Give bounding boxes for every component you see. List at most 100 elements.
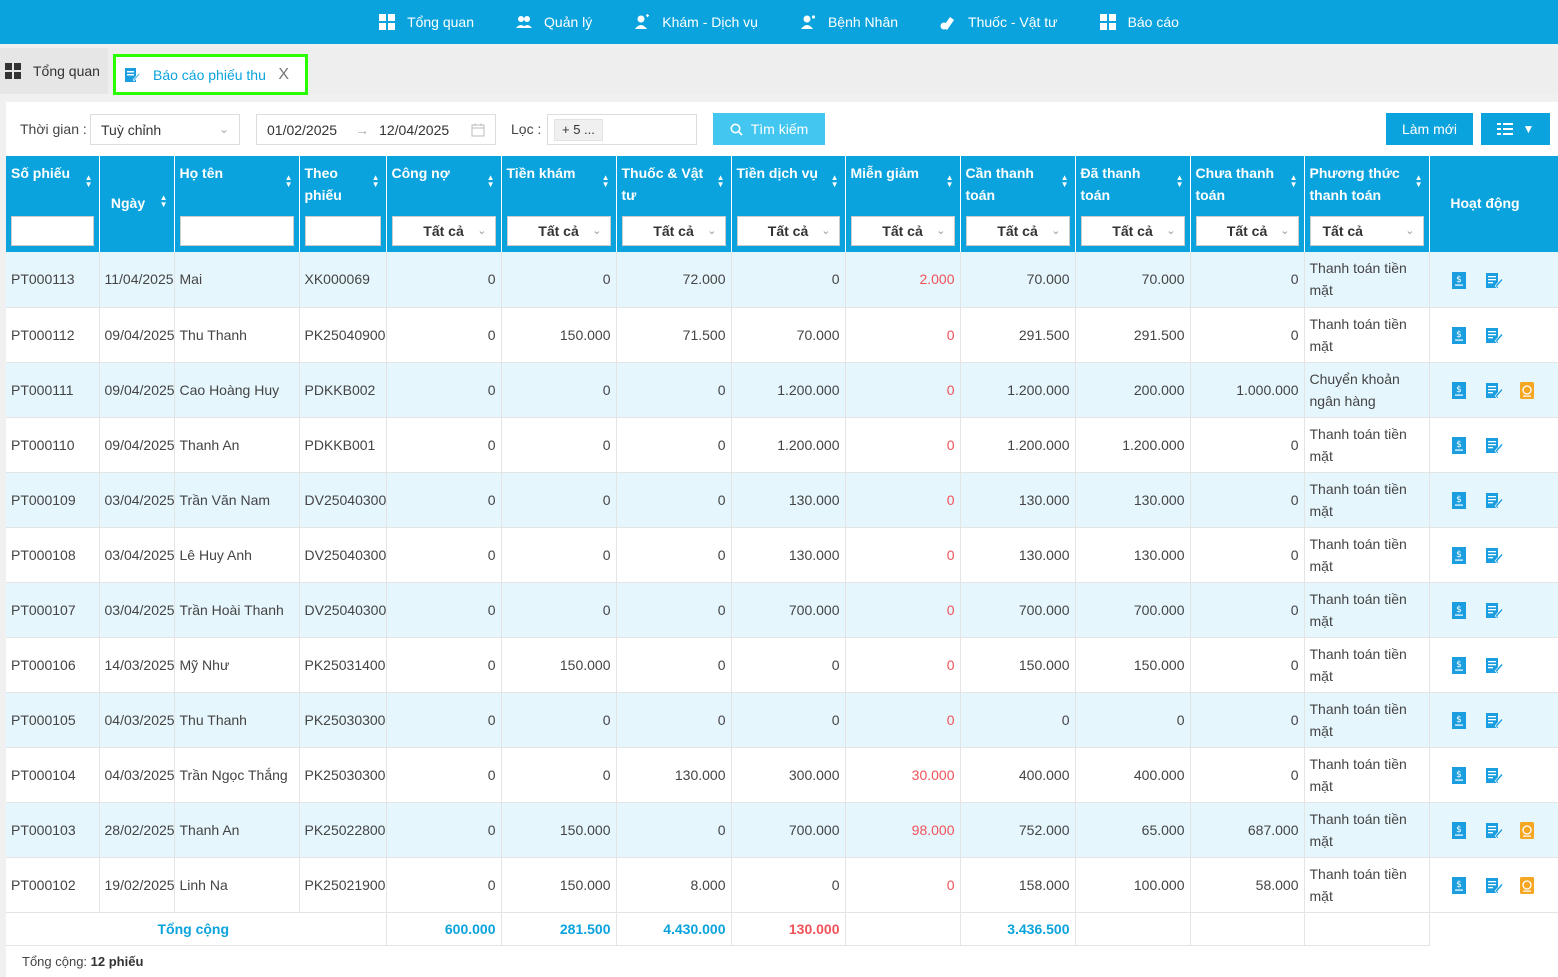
table-row[interactable]: PT000104 04/03/2025 Trần Ngọc Thắng PK25030…: [6, 747, 1558, 803]
edit-icon[interactable]: [1485, 547, 1503, 565]
collect-debt-icon[interactable]: [1519, 876, 1536, 895]
column-header-8[interactable]: Miễn giảm ▲ ▼ Tất cả ⌄: [845, 156, 961, 252]
nav-item-5[interactable]: Báo cáo: [1099, 14, 1179, 30]
close-tab-icon[interactable]: X: [278, 66, 289, 83]
refresh-button[interactable]: Làm mới: [1386, 113, 1473, 145]
column-filter-select[interactable]: Tất cả ⌄: [850, 216, 955, 246]
cell-discount: 0: [845, 582, 961, 638]
column-header-10[interactable]: Đã thanh toán ▲ ▼ Tất cả ⌄: [1075, 156, 1191, 252]
column-header-13[interactable]: Hoạt động: [1429, 156, 1558, 252]
payment-receipt-icon[interactable]: $: [1451, 821, 1468, 840]
column-header-7[interactable]: Tiền dịch vụ ▲ ▼ Tất cả ⌄: [731, 156, 846, 252]
payment-receipt-icon[interactable]: $: [1451, 876, 1468, 895]
table-row[interactable]: PT000110 09/04/2025 Thanh An PDKKB001 0 0 0 1.2…: [6, 417, 1558, 473]
column-filter-select[interactable]: Tất cả ⌄: [1309, 216, 1424, 246]
column-header-1[interactable]: Ngày ▲ ▼: [99, 156, 175, 252]
column-settings-button[interactable]: ▼: [1481, 113, 1550, 145]
table-row[interactable]: PT000107 03/04/2025 Trần Hoài Thanh DV25040…: [6, 582, 1558, 638]
payment-receipt-icon[interactable]: $: [1451, 711, 1468, 730]
date-range-picker[interactable]: 01/02/2025 → 12/04/2025: [256, 114, 496, 145]
payment-receipt-icon[interactable]: $: [1451, 491, 1468, 510]
table-row[interactable]: PT000105 04/03/2025 Thu Thanh PK250303001 0 0…: [6, 692, 1558, 748]
cell-id: PT000113: [6, 252, 100, 308]
column-filter-select[interactable]: Tất cả ⌄: [621, 216, 726, 246]
sort-icon[interactable]: ▲ ▼: [159, 193, 168, 209]
sort-icon[interactable]: ▲ ▼: [601, 173, 610, 189]
cell-discount: 0: [845, 362, 961, 418]
column-header-5[interactable]: Tiền khám ▲ ▼ Tất cả ⌄: [501, 156, 617, 252]
search-icon: [730, 123, 743, 136]
collect-debt-icon[interactable]: [1519, 821, 1536, 840]
cell-ref: PDKKB002: [299, 362, 387, 418]
table-row[interactable]: PT000106 14/03/2025 Mỹ Như PK250314001 0 150.…: [6, 637, 1558, 693]
payment-receipt-icon[interactable]: $: [1451, 656, 1468, 675]
column-filter-select[interactable]: Tất cả ⌄: [506, 216, 611, 246]
sort-icon[interactable]: ▲ ▼: [486, 173, 495, 189]
tab-receipt-report[interactable]: Báo cáo phiếu thu X: [113, 54, 308, 95]
column-filter-select[interactable]: Tất cả ⌄: [965, 216, 1070, 246]
column-header-6[interactable]: Thuốc & Vật tư ▲ ▼ Tất cả ⌄: [616, 156, 732, 252]
cell-id: PT000110: [6, 417, 100, 473]
search-button[interactable]: Tìm kiếm: [713, 113, 825, 145]
edit-icon[interactable]: [1485, 767, 1503, 785]
payment-receipt-icon[interactable]: $: [1451, 546, 1468, 565]
column-header-2[interactable]: Họ tên ▲ ▼: [174, 156, 300, 252]
sort-icon[interactable]: ▲ ▼: [371, 173, 380, 189]
edit-icon[interactable]: [1485, 382, 1503, 400]
column-filter-select[interactable]: Tất cả ⌄: [1080, 216, 1185, 246]
column-header-3[interactable]: Theo phiếu ▲ ▼: [299, 156, 387, 252]
edit-icon[interactable]: [1485, 712, 1503, 730]
nav-item-3[interactable]: Bệnh Nhân: [800, 14, 898, 30]
column-filter-select[interactable]: Tất cả ⌄: [391, 216, 496, 246]
table-row[interactable]: PT000112 09/04/2025 Thu Thanh PK250409001 0 1…: [6, 307, 1558, 363]
column-filter-select[interactable]: Tất cả ⌄: [1195, 216, 1299, 246]
table-row[interactable]: PT000102 19/02/2025 Linh Na PK250219001 0 150…: [6, 857, 1558, 913]
column-filter-input[interactable]: [11, 216, 94, 246]
table-row[interactable]: PT000113 11/04/2025 Mai XK000069 0 0 72.000 0 2.…: [6, 252, 1558, 308]
edit-icon[interactable]: [1485, 602, 1503, 620]
nav-item-4[interactable]: Thuốc - Vật tư: [940, 14, 1058, 30]
filter-select[interactable]: + 5 ...: [547, 114, 697, 145]
column-header-9[interactable]: Cần thanh toán ▲ ▼ Tất cả ⌄: [960, 156, 1076, 252]
payment-receipt-icon[interactable]: $: [1451, 271, 1468, 290]
sort-icon[interactable]: ▲ ▼: [716, 173, 725, 189]
time-select[interactable]: Tuỳ chỉnh ⌄: [90, 114, 240, 145]
column-header-4[interactable]: Công nợ ▲ ▼ Tất cả ⌄: [386, 156, 502, 252]
sort-icon[interactable]: ▲ ▼: [84, 173, 93, 189]
column-filter-select[interactable]: Tất cả ⌄: [736, 216, 840, 246]
payment-receipt-icon[interactable]: $: [1451, 326, 1468, 345]
column-header-12[interactable]: Phương thức thanh toán ▲ ▼ Tất cả ⌄: [1304, 156, 1430, 252]
collect-debt-icon[interactable]: [1519, 381, 1536, 400]
nav-item-1[interactable]: Quản lý: [516, 14, 592, 30]
edit-icon[interactable]: [1485, 492, 1503, 510]
table-row[interactable]: PT000109 03/04/2025 Trần Văn Nam DV25040300…: [6, 472, 1558, 528]
column-header-0[interactable]: Số phiếu ▲ ▼: [6, 156, 100, 252]
sort-icon[interactable]: ▲ ▼: [830, 173, 839, 189]
edit-icon[interactable]: [1485, 657, 1503, 675]
sort-icon[interactable]: ▲ ▼: [1289, 173, 1298, 189]
sort-icon[interactable]: ▲ ▼: [284, 173, 293, 189]
tab-overview[interactable]: Tổng quan: [0, 48, 108, 94]
column-header-11[interactable]: Chưa thanh toán ▲ ▼ Tất cả ⌄: [1190, 156, 1305, 252]
edit-icon[interactable]: [1485, 437, 1503, 455]
sort-icon[interactable]: ▲ ▼: [1060, 173, 1069, 189]
table-row[interactable]: PT000111 09/04/2025 Cao Hoàng Huy PDKKB002 0…: [6, 362, 1558, 418]
table-row[interactable]: PT000103 28/02/2025 Thanh An PK250228001 0 15…: [6, 802, 1558, 858]
cell-unpaid: 0: [1190, 472, 1305, 528]
payment-receipt-icon[interactable]: $: [1451, 436, 1468, 455]
nav-item-2[interactable]: Khám - Dịch vụ: [634, 14, 758, 30]
column-filter-input[interactable]: [179, 216, 294, 246]
sort-icon[interactable]: ▲ ▼: [1175, 173, 1184, 189]
nav-item-0[interactable]: Tổng quan: [379, 14, 474, 30]
payment-receipt-icon[interactable]: $: [1451, 381, 1468, 400]
edit-icon[interactable]: [1485, 327, 1503, 345]
edit-icon[interactable]: [1485, 877, 1503, 895]
sort-icon[interactable]: ▲ ▼: [945, 173, 954, 189]
edit-icon[interactable]: [1485, 822, 1503, 840]
sort-icon[interactable]: ▲ ▼: [1414, 173, 1423, 189]
edit-icon[interactable]: [1485, 272, 1503, 290]
column-filter-input[interactable]: [304, 216, 381, 246]
table-row[interactable]: PT000108 03/04/2025 Lê Huy Anh DV250403004 0…: [6, 527, 1558, 583]
payment-receipt-icon[interactable]: $: [1451, 766, 1468, 785]
payment-receipt-icon[interactable]: $: [1451, 601, 1468, 620]
